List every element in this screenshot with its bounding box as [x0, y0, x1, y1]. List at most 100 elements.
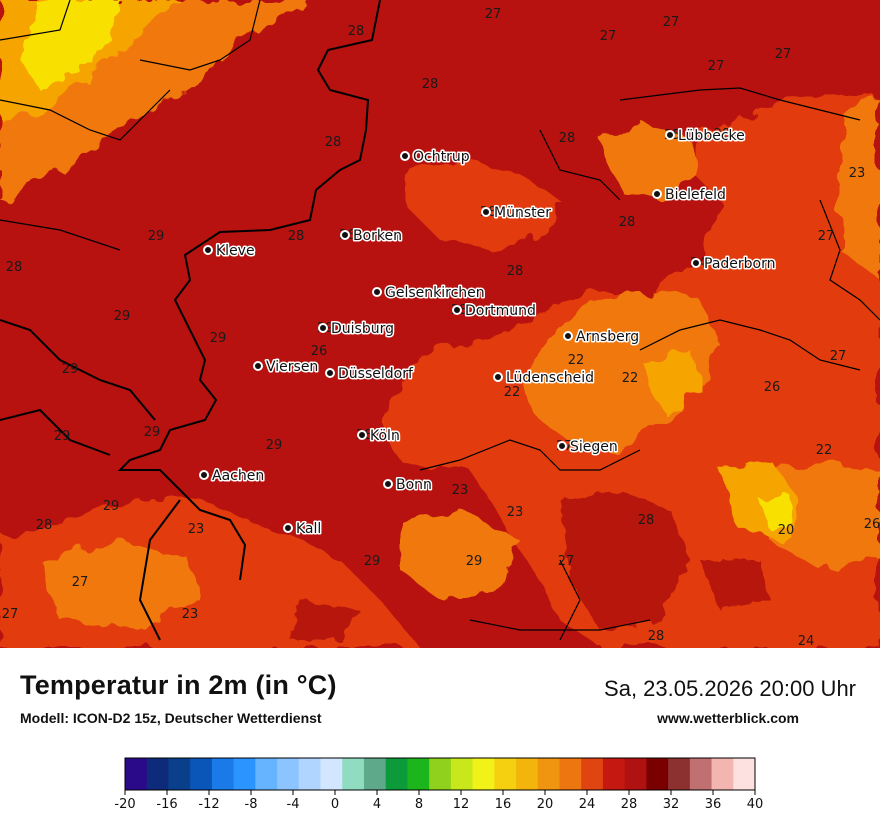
city-marker[interactable]: [481, 207, 491, 217]
legend-tick-label: 32: [663, 797, 680, 812]
legend-swatch: [298, 758, 322, 790]
grid-value: 23: [507, 505, 524, 520]
grid-value: 29: [266, 438, 283, 453]
legend-swatch: [733, 758, 756, 790]
city-label: Duisburg: [331, 321, 394, 337]
legend-tick-label: -16: [156, 797, 177, 812]
grid-value: 28: [507, 264, 524, 279]
city-marker[interactable]: [340, 230, 350, 240]
grid-value: 29: [148, 229, 165, 244]
legend-tick-label: -12: [198, 797, 219, 812]
city-label: Aachen: [212, 468, 264, 484]
city-marker[interactable]: [318, 323, 328, 333]
model-info: Modell: ICON-D2 15z, Deutscher Wetterdie…: [20, 710, 322, 726]
grid-value: 26: [864, 517, 880, 532]
city-marker[interactable]: [563, 331, 573, 341]
city-marker[interactable]: [283, 523, 293, 533]
legend-tick-label: 36: [705, 797, 722, 812]
city-marker[interactable]: [665, 130, 675, 140]
city-marker[interactable]: [652, 189, 662, 199]
city-label: Münster: [494, 205, 551, 221]
city-label: Ochtrup: [413, 149, 470, 165]
city-label: Arnsberg: [576, 329, 639, 345]
legend-tick-label: 24: [579, 797, 596, 812]
map-footer: Temperatur in 2m (in °C) Modell: ICON-D2…: [0, 648, 880, 830]
legend-swatch: [255, 758, 278, 790]
city-marker[interactable]: [493, 372, 503, 382]
grid-value: 29: [54, 429, 71, 444]
legend-swatch: [385, 758, 408, 790]
legend-tick-label: 4: [373, 797, 381, 812]
grid-value: 22: [504, 385, 521, 400]
zone-hot-patches: [290, 490, 770, 640]
grid-value: 28: [6, 260, 23, 275]
grid-value: 29: [364, 554, 381, 569]
legend-swatch: [494, 758, 517, 790]
website-link[interactable]: www.wetterblick.com: [657, 710, 799, 726]
city-label: Köln: [370, 428, 400, 444]
legend-swatch: [429, 758, 452, 790]
grid-value: 28: [288, 229, 305, 244]
grid-value: 29: [62, 362, 79, 377]
legend-tick-label: -20: [114, 797, 135, 812]
grid-value: 27: [72, 575, 89, 590]
city-marker[interactable]: [383, 479, 393, 489]
city-marker[interactable]: [325, 368, 335, 378]
grid-values: 27 27 27 27 27 28 28 28 28 28 23 28 28 29 28 28 27 29 29 26…: [2, 7, 880, 648]
country-borders: [0, 0, 381, 641]
grid-value: 28: [638, 513, 655, 528]
city-marker[interactable]: [357, 430, 367, 440]
grid-value: 28: [325, 135, 342, 150]
city-marker[interactable]: [372, 287, 382, 297]
city-label: Kall: [296, 521, 321, 537]
legend-frame: [124, 757, 756, 791]
city-label: Bonn: [396, 477, 432, 493]
cities: Ochtrup25LübbeckeBielefeld28Münster26Bor…: [199, 127, 777, 539]
city-marker[interactable]: [203, 245, 213, 255]
legend-swatch: [407, 758, 430, 790]
legend-tick-label: 28: [621, 797, 638, 812]
city-label: Paderborn: [704, 256, 775, 272]
grid-value: 28: [422, 77, 439, 92]
legend-swatch: [342, 758, 365, 790]
legend-swatch: [559, 758, 582, 790]
legend-swatch: [602, 758, 626, 790]
legend-swatch: [168, 758, 191, 790]
legend-swatch: [125, 758, 148, 790]
city-marker[interactable]: [452, 305, 462, 315]
grid-value: 28: [648, 629, 665, 644]
legend-swatch: [581, 758, 604, 790]
legend-swatch: [646, 758, 669, 790]
city-marker[interactable]: [253, 361, 263, 371]
grid-value: 27: [663, 15, 680, 30]
grid-value: 27: [818, 229, 835, 244]
grid-value: 22: [568, 353, 585, 368]
grid-value: 28: [714, 127, 731, 142]
legend-swatch: [668, 758, 691, 790]
grid-value: 22: [816, 443, 833, 458]
grid-value: 28: [36, 518, 53, 533]
city-label: Bielefeld: [665, 187, 726, 203]
grid-value: 23: [182, 607, 199, 622]
grid-value: 20: [778, 523, 795, 538]
city-label: Lüdenscheid: [506, 370, 594, 386]
legend-swatch: [450, 758, 474, 790]
grid-value: 29: [466, 554, 483, 569]
legend-swatch: [190, 758, 213, 790]
city-marker[interactable]: [691, 258, 701, 268]
city-label: Gelsenkirchen: [385, 285, 485, 301]
grid-value: 24: [798, 634, 815, 648]
legend-swatch: [624, 758, 647, 790]
legend-swatch: [146, 758, 169, 790]
legend-tick-label: -8: [245, 797, 258, 812]
legend-swatch: [233, 758, 256, 790]
city-label: Lübbecke: [678, 128, 745, 144]
city-marker[interactable]: [199, 470, 209, 480]
legend-tick-label: 8: [415, 797, 423, 812]
grid-value: 27: [2, 607, 19, 622]
grid-value: 29: [114, 309, 131, 324]
legend-swatch: [363, 758, 387, 790]
city-label: Dortmund: [465, 303, 536, 319]
city-marker[interactable]: [557, 441, 567, 451]
city-marker[interactable]: [400, 151, 410, 161]
